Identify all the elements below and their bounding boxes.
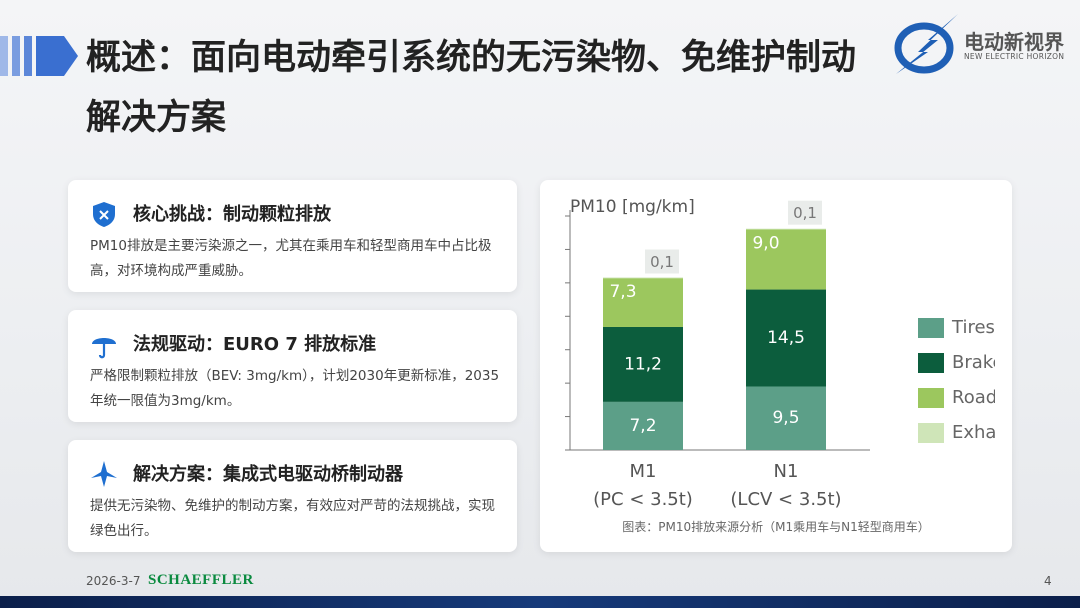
- card: 法规驱动：EURO 7 排放标准 严格限制颗粒排放（BEV: 3mg/km），计…: [68, 310, 517, 422]
- card-body: PM10排放是主要污染源之一，尤其在乘用车和轻型商用车中占比极高，对环境构成严重…: [90, 238, 492, 279]
- legend-swatch: [918, 353, 944, 373]
- card: 核心挑战：制动颗粒排放 PM10排放是主要污染源之一，尤其在乘用车和轻型商用车中…: [68, 180, 517, 292]
- bar-segment: [603, 277, 683, 279]
- page-number: 4: [1044, 574, 1052, 588]
- x-tick-sublabel: (PC < 3.5t): [593, 489, 693, 510]
- value-label-box: [788, 200, 822, 225]
- bar-segment: [746, 228, 826, 230]
- card: 解决方案：集成式电驱动桥制动器 提供无污染物、免维护的制动方案，有效应对严苛的法…: [68, 440, 517, 552]
- logo-subtitle: NEW ELECTRIC HORIZON: [964, 52, 1065, 61]
- value-label: 11,2: [624, 354, 662, 374]
- legend: Tires Brake Road Exha: [918, 317, 1004, 443]
- value-label: 9,5: [772, 408, 799, 428]
- value-label: 0,1: [793, 204, 817, 222]
- umbrella-icon: [92, 338, 116, 359]
- bar-segment: [603, 326, 683, 402]
- chart-caption: 图表：PM10排放来源分析（M1乘用车与N1轻型商用车）: [622, 519, 929, 534]
- card-body: 严格限制颗粒排放（BEV: 3mg/km），计划2030年更新标准，2035年统…: [90, 368, 500, 409]
- y-axis-title: PM10 [mg/km]: [570, 197, 695, 217]
- x-tick-label: M1: [630, 461, 657, 482]
- value-label: 9,0: [752, 233, 779, 253]
- value-label-box: [645, 249, 679, 274]
- footer-brand: SCHAEFFLER: [148, 572, 254, 588]
- x-tick-label: N1: [774, 461, 799, 482]
- legend-label: Tires: [951, 317, 995, 338]
- value-label: 7,2: [629, 416, 656, 436]
- chart-card: PM10 [mg/km] 图表：PM10排放来源分析（M1乘用车与N1轻型商用车…: [540, 180, 1012, 552]
- legend-swatch: [918, 423, 944, 443]
- title-arrow: [0, 36, 78, 76]
- card-body: 提供无污染物、免维护的制动方案，有效应对严苛的法规挑战，实现绿色出行。: [90, 498, 495, 539]
- slide-title: 概述：面向电动牵引系统的无污染物、免维护制动解决方案: [86, 38, 857, 138]
- footer-date: 2026-3-7: [86, 574, 141, 588]
- bar-segment: [603, 278, 683, 327]
- card-title: 解决方案：集成式电驱动桥制动器: [133, 464, 403, 485]
- card-title: 法规驱动：EURO 7 排放标准: [133, 334, 377, 355]
- shield-icon: [93, 202, 115, 227]
- bottom-band: [0, 596, 1080, 608]
- bar-segment: [746, 289, 826, 387]
- x-tick-sublabel: (LCV < 3.5t): [730, 489, 841, 510]
- legend-label: Brake: [952, 352, 1004, 373]
- plane-icon: [91, 461, 117, 487]
- bar-segment: [746, 386, 826, 450]
- legend-label: Road: [952, 387, 997, 408]
- logo-name: 电动新视界: [964, 30, 1064, 54]
- card-title: 核心挑战：制动颗粒排放: [133, 204, 331, 225]
- value-label: 14,5: [767, 328, 805, 348]
- bar-segment: [746, 229, 826, 290]
- logo-mark: [894, 14, 958, 74]
- chart: PM10 [mg/km] 图表：PM10排放来源分析（M1乘用车与N1轻型商用车…: [565, 197, 1004, 534]
- legend-swatch: [918, 388, 944, 408]
- value-label: 0,1: [650, 253, 674, 271]
- legend-swatch: [918, 318, 944, 338]
- legend-label: Exha: [952, 422, 996, 443]
- value-label: 7,3: [609, 282, 636, 302]
- bar-segment: [603, 401, 683, 450]
